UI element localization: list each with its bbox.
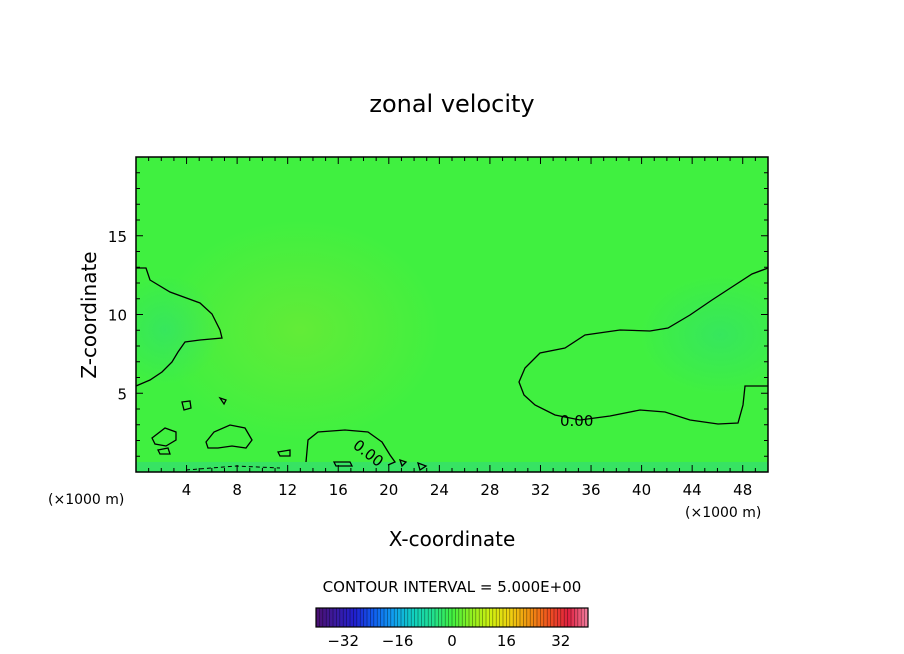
x-tick-label: 36 [581,481,600,499]
x-ticks: 4 8 12 16 20 24 28 32 36 40 44 48 [148,157,756,499]
colorbar-tick-label: −16 [382,632,414,650]
y-tick-label: 15 [108,228,127,246]
x-tick-label: 24 [430,481,449,499]
contour-left-top [136,267,223,387]
x-tick-label: 48 [733,481,752,499]
x-tick-label: 20 [379,481,398,499]
contour-left-blob-4 [157,447,171,455]
x-unit-left: (×1000 m) [48,492,124,508]
contour-mid-small-2 [332,461,354,467]
field-shade-right [640,275,768,395]
x-unit-right: (×1000 m) [685,505,761,521]
contour-interval-text: CONTOUR INTERVAL = 5.000E+00 [323,578,582,596]
y-tick-label: 5 [117,385,127,403]
colorbar-tick-label: 32 [551,632,570,650]
x-tick-label: 28 [480,481,499,499]
contour-lines [136,267,768,472]
x-tick-label: 4 [182,481,192,499]
contour-mid-blob [305,429,396,466]
contour-mid-small-1 [277,449,291,457]
contour-mid-small-3 [398,458,408,468]
x-axis-label: X-coordinate [389,527,516,551]
chart-title: zonal velocity [369,90,534,118]
colorbar-tick-label: 16 [497,632,516,650]
colorbar-tick-label: −32 [327,632,359,650]
contour-right-region [518,267,768,425]
contour-label-right: 0.00 [560,412,593,430]
y-ticks: 5 10 15 [108,172,768,457]
contour-left-blob-2 [218,396,227,406]
x-tick-label: 40 [632,481,651,499]
contour-left-blob-1 [181,400,192,411]
contour-left-blob-3 [151,427,177,447]
contour-left-blob-5 [205,424,253,449]
x-tick-label: 16 [329,481,348,499]
field-shade-center [160,220,440,440]
colorbar-frame [315,607,589,628]
x-tick-label: 12 [278,481,297,499]
colorbar-tick-label: 0 [447,632,457,650]
y-axis-label: Z-coordinate [77,251,101,378]
contour-mid-small-4 [417,461,428,472]
field-shade-bottom [136,462,768,472]
colorbar: −32 −16 0 16 32 [315,607,589,650]
x-tick-label: 8 [232,481,242,499]
contour-bottom-dashed [185,465,281,471]
plot-area: 0.00 0.00 [136,157,768,472]
x-tick-label: 32 [531,481,550,499]
y-tick-label: 10 [108,307,127,325]
x-tick-label: 44 [683,481,702,499]
